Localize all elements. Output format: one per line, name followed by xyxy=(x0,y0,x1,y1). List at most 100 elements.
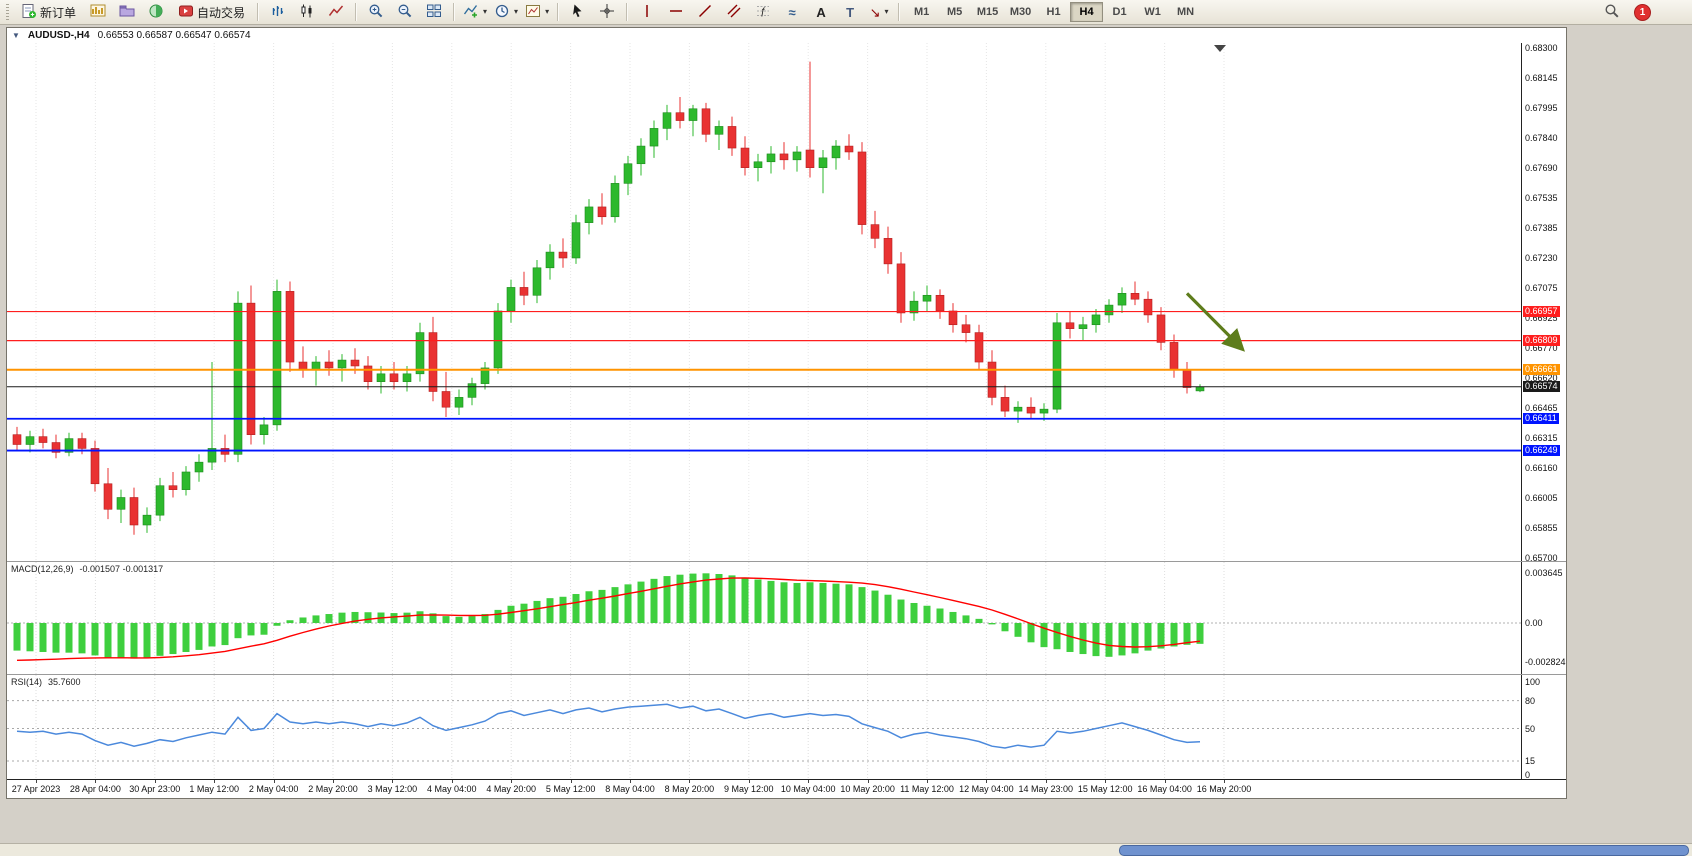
horizontal-scrollbar[interactable] xyxy=(0,843,1692,856)
channel-button[interactable] xyxy=(720,1,748,23)
rsi-axis[interactable]: 100 80 50 15 0 xyxy=(1521,675,1566,780)
fibonacci-button[interactable]: ƒ xyxy=(749,1,777,23)
candlestick-chart-button[interactable] xyxy=(293,1,321,23)
time-label: 12 May 04:00 xyxy=(959,784,1014,794)
axis-tick-label: 0.66925 xyxy=(1525,312,1558,323)
new-order-icon xyxy=(21,3,37,22)
periods-button[interactable]: ▾ xyxy=(491,1,521,23)
chart-titlebar: ▼ AUDUSD-,H4 0.66553 0.66587 0.66547 0.6… xyxy=(7,28,1566,43)
main-toolbar: 新订单 自动交易 xyxy=(0,0,1692,25)
time-axis[interactable]: 27 Apr 2023 28 Apr 04:00 30 Apr 23:00 1 May… xyxy=(7,780,1566,798)
timeframe-button-h4[interactable]: H4 xyxy=(1070,2,1104,22)
timeframe-button-m15[interactable]: M15 xyxy=(976,6,999,18)
one-click-trading-toggle[interactable]: ▼ xyxy=(12,30,20,40)
time-label: 16 May 20:00 xyxy=(1196,784,1252,794)
arrows-button[interactable]: ↘ ▾ xyxy=(865,1,893,23)
text-button[interactable]: A xyxy=(807,1,835,23)
time-tick xyxy=(570,780,572,783)
periods-caret-icon: ▾ xyxy=(514,7,519,16)
price-axis[interactable]: 0.68300 0.68145 0.67995 0.67840 0.67690 0.675… xyxy=(1521,43,1566,563)
axis-tick-label: 0.66315 xyxy=(1525,432,1558,443)
time-label: 28 Apr 04:00 xyxy=(69,784,121,794)
axis-tick-label: 0.67535 xyxy=(1525,193,1558,204)
profiles-button[interactable] xyxy=(113,1,141,23)
timeframe-button-m30[interactable]: M30 xyxy=(1009,6,1032,18)
tile-windows-button[interactable] xyxy=(420,1,448,23)
trend-arrow-annotation[interactable] xyxy=(1185,292,1245,352)
bar-chart-button[interactable] xyxy=(264,1,292,23)
charts-button[interactable] xyxy=(84,1,112,23)
timeframe-button-d1[interactable]: D1 xyxy=(1112,6,1127,18)
time-tick xyxy=(927,780,928,783)
time-tick xyxy=(748,780,750,783)
price-badge: 0.66957 xyxy=(1523,305,1560,317)
time-tick xyxy=(986,780,988,783)
rsi-indicator-chart[interactable] xyxy=(7,675,1521,779)
text-icon: A xyxy=(816,4,826,20)
axis-tick-label: 0.00 xyxy=(1525,618,1543,628)
templates-icon xyxy=(525,3,541,22)
cursor-button[interactable] xyxy=(564,1,592,23)
horizontal-line-icon xyxy=(668,3,684,22)
toolbar-drag-handle[interactable] xyxy=(6,4,9,20)
price-badge: 0.66661 xyxy=(1523,363,1560,375)
timeframe-button-m1[interactable]: M1 xyxy=(913,6,930,18)
main-price-chart[interactable] xyxy=(7,43,1521,561)
indicators-caret-icon: ▾ xyxy=(483,7,488,16)
toolbar-separator xyxy=(453,3,456,21)
search-button[interactable] xyxy=(1598,1,1626,23)
scrollbar-thumb[interactable] xyxy=(1119,845,1689,856)
time-tick xyxy=(154,780,156,783)
trendline-button[interactable] xyxy=(691,1,719,23)
macd-axis[interactable]: 0.003645 0.00 -0.002824 xyxy=(1521,562,1566,674)
timeframe-button-w1[interactable]: W1 xyxy=(1144,6,1161,18)
zoom-out-icon xyxy=(397,3,413,22)
time-tick xyxy=(95,780,97,783)
timeframe-button-mn[interactable]: MN xyxy=(1177,6,1195,18)
price-badge: 0.66574 xyxy=(1523,380,1560,392)
timeframe-button-m5[interactable]: M5 xyxy=(946,6,963,18)
axis-tick-label: 0.67690 xyxy=(1525,162,1558,173)
axis-tick-label: -0.002824 xyxy=(1525,656,1566,667)
zoom-in-button[interactable] xyxy=(362,1,390,23)
axis-tick-label: 0.67995 xyxy=(1525,102,1558,113)
line-chart-icon xyxy=(328,3,344,22)
time-label: 8 May 04:00 xyxy=(605,784,655,794)
candlestick-series xyxy=(12,61,1205,535)
crosshair-icon xyxy=(599,3,615,22)
time-label: 2 May 20:00 xyxy=(308,784,358,794)
periods-icon xyxy=(494,3,510,22)
waves-button[interactable]: ≈ xyxy=(778,1,806,23)
line-chart-button[interactable] xyxy=(322,1,350,23)
time-tick xyxy=(1045,780,1047,783)
chart-shift-marker-icon[interactable] xyxy=(1214,45,1226,52)
time-label: 3 May 12:00 xyxy=(367,784,418,794)
panel-separator[interactable] xyxy=(7,561,1566,562)
search-icon xyxy=(1604,3,1620,22)
timeframe-button-h1[interactable]: H1 xyxy=(1046,6,1061,18)
horizontal-line-button[interactable] xyxy=(662,1,690,23)
time-label: 4 May 20:00 xyxy=(486,784,536,794)
axis-tick-label: 50 xyxy=(1525,723,1536,734)
chart-window: ▼ AUDUSD-,H4 0.66553 0.66587 0.66547 0.6… xyxy=(6,27,1567,799)
zoom-in-icon xyxy=(368,3,384,22)
vertical-line-icon xyxy=(639,3,655,22)
candlestick-chart-icon xyxy=(299,3,315,22)
zoom-out-button[interactable] xyxy=(391,1,419,23)
templates-button[interactable]: ▾ xyxy=(522,1,552,23)
time-label: 11 May 12:00 xyxy=(900,784,954,794)
panel-separator[interactable] xyxy=(7,674,1566,675)
label-button[interactable]: T xyxy=(836,1,864,23)
toolbar-right-group: 1 xyxy=(1598,1,1687,23)
autotrading-button[interactable]: 自动交易 xyxy=(171,1,252,23)
time-tick xyxy=(1105,780,1107,783)
crosshair-button[interactable] xyxy=(593,1,621,23)
macd-indicator-chart[interactable] xyxy=(7,562,1521,674)
indicators-button[interactable]: ▾ xyxy=(460,1,490,23)
vertical-line-button[interactable] xyxy=(633,1,661,23)
time-tick xyxy=(511,780,513,783)
notification-badge[interactable]: 1 xyxy=(1634,3,1651,21)
data-window-button[interactable] xyxy=(142,1,170,23)
new-order-button[interactable]: 新订单 xyxy=(14,1,83,23)
